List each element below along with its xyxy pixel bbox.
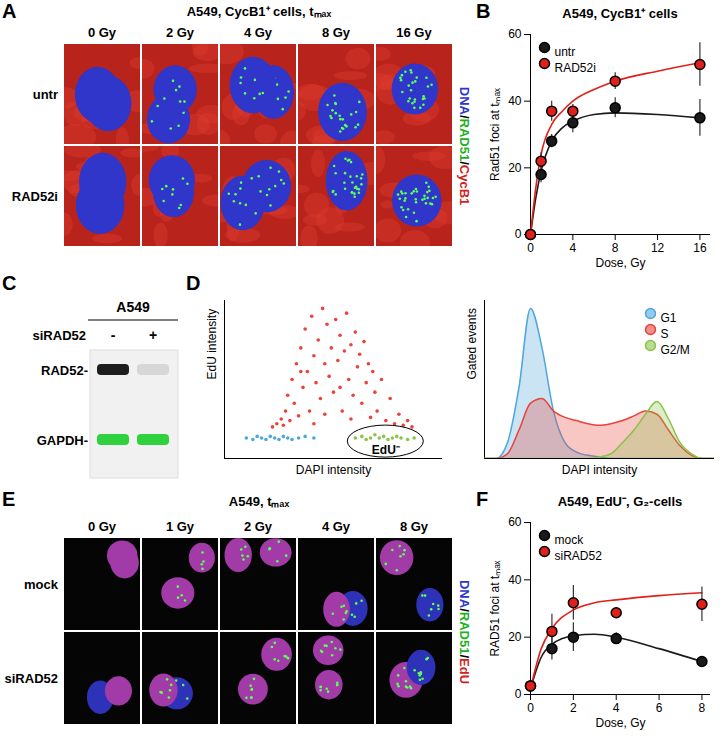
svg-text:16: 16 <box>693 241 707 255</box>
svg-text:4 Gy: 4 Gy <box>322 519 351 534</box>
html-text:A: A <box>2 0 17 22</box>
svg-text:8 Gy: 8 Gy <box>400 519 429 534</box>
html-text:C: C <box>2 272 17 294</box>
svg-text:0 Gy: 0 Gy <box>88 25 117 40</box>
svg-text:EdU⁻: EdU⁻ <box>372 443 400 457</box>
svg-text:60: 60 <box>508 27 522 41</box>
svg-text:DNA/RAD51/CycB1: DNA/RAD51/CycB1 <box>457 87 472 206</box>
svg-text:siRAD52: siRAD52 <box>5 671 58 686</box>
svg-text:8: 8 <box>612 241 619 255</box>
svg-text:40: 40 <box>508 573 522 587</box>
svg-text:0: 0 <box>515 227 522 241</box>
svg-text:DAPI intensity: DAPI intensity <box>296 463 371 477</box>
svg-text:Rad51 foci at tₘₐₓ: Rad51 foci at tₘₐₓ <box>488 88 502 181</box>
svg-text:8: 8 <box>699 701 706 715</box>
svg-text:DNA/RAD51/EdU: DNA/RAD51/EdU <box>457 580 472 684</box>
svg-text:mock: mock <box>555 533 585 547</box>
html-text:A549, CycB1⁺ cells, tₘₐₓ: A549, CycB1⁺ cells, tₘₐₓ <box>186 4 332 19</box>
svg-text:0 Gy: 0 Gy <box>88 519 117 534</box>
svg-text:20: 20 <box>508 161 522 175</box>
svg-text:RAD52-: RAD52- <box>41 363 88 378</box>
html-text:A549, tₘₐₓ: A549, tₘₐₓ <box>228 494 290 509</box>
svg-text:RAD52i: RAD52i <box>12 189 58 204</box>
svg-text:2 Gy: 2 Gy <box>166 25 195 40</box>
svg-text:G2/M: G2/M <box>661 343 690 357</box>
html-text:A549, EdU⁻, G₂-cells: A549, EdU⁻, G₂-cells <box>557 494 683 509</box>
svg-text:16 Gy: 16 Gy <box>396 25 432 40</box>
svg-text:12: 12 <box>651 241 665 255</box>
svg-text:2 Gy: 2 Gy <box>244 519 273 534</box>
svg-text:1 Gy: 1 Gy <box>166 519 195 534</box>
svg-text:6: 6 <box>656 701 663 715</box>
svg-text:Dose, Gy: Dose, Gy <box>595 256 645 270</box>
svg-text:4: 4 <box>570 241 577 255</box>
html-text:D: D <box>186 272 201 294</box>
svg-text:8 Gy: 8 Gy <box>322 25 351 40</box>
svg-text:4: 4 <box>613 701 620 715</box>
svg-text:20: 20 <box>508 630 522 644</box>
svg-text:40: 40 <box>508 94 522 108</box>
svg-text:untr: untr <box>33 87 58 102</box>
svg-text:DAPI intensity: DAPI intensity <box>562 463 637 477</box>
svg-text:GAPDH-: GAPDH- <box>37 433 88 448</box>
svg-text:Gated events: Gated events <box>465 308 479 379</box>
svg-text:A549: A549 <box>116 299 150 315</box>
svg-text:S: S <box>661 327 669 341</box>
svg-text:mock: mock <box>24 577 59 592</box>
svg-text:RAD52i: RAD52i <box>555 61 596 75</box>
svg-text:siRAD52: siRAD52 <box>555 549 603 563</box>
svg-text:0: 0 <box>527 241 534 255</box>
svg-text:G1: G1 <box>661 311 677 325</box>
svg-text:-: - <box>111 327 116 343</box>
html-text:B: B <box>476 0 491 22</box>
svg-text:2: 2 <box>570 701 577 715</box>
html-text:E: E <box>2 488 16 510</box>
svg-text:untr: untr <box>555 45 576 59</box>
svg-text:Dose, Gy: Dose, Gy <box>595 716 645 730</box>
svg-text:+: + <box>149 327 157 343</box>
svg-text:RAD51 foci at tₘₐₓ: RAD51 foci at tₘₐₓ <box>488 560 502 656</box>
html-text:F: F <box>476 488 489 510</box>
html-text:A549, CycB1⁺ cells: A549, CycB1⁺ cells <box>562 6 678 21</box>
svg-text:siRAD52: siRAD52 <box>33 328 86 343</box>
svg-text:0: 0 <box>527 701 534 715</box>
svg-text:0: 0 <box>515 687 522 701</box>
svg-text:EdU intensity: EdU intensity <box>205 309 219 380</box>
svg-text:4 Gy: 4 Gy <box>244 25 273 40</box>
svg-text:60: 60 <box>508 515 522 529</box>
